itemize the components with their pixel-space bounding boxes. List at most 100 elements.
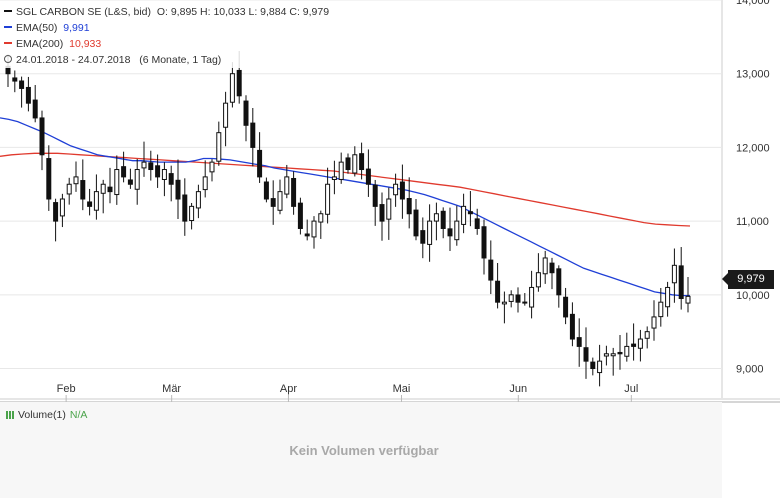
candle-body <box>597 360 603 374</box>
candle-body <box>365 168 371 185</box>
candle-body <box>148 162 154 171</box>
candle-body <box>161 169 167 180</box>
candle-body <box>250 122 256 148</box>
chart-legend: SGL CARBON SE (L&S, bid) O: 9,895 H: 10,… <box>4 4 330 68</box>
candle-body <box>311 220 317 238</box>
candle-body <box>121 166 127 178</box>
candle-body <box>25 86 31 104</box>
x-tick-label: Jun <box>509 383 527 395</box>
candle-body <box>32 99 38 119</box>
candle-body <box>563 296 569 318</box>
candle-body <box>59 198 65 217</box>
candle-body <box>277 191 283 211</box>
candle-body <box>495 280 501 303</box>
y-tick-label: 10,000 <box>736 290 770 302</box>
candle-body <box>413 209 419 237</box>
candle-body <box>386 198 392 220</box>
legend-range: 24.01.2018 - 24.07.2018 (6 Monate, 1 Tag… <box>4 52 329 68</box>
candle-body <box>359 153 365 171</box>
x-axis-labels: Feb Mär Apr Mai Jun Jul <box>57 383 639 395</box>
candle-body <box>107 186 113 193</box>
candle-body <box>671 264 677 284</box>
x-tick-label: Jul <box>624 383 638 395</box>
candles-layer <box>5 50 691 387</box>
y-tick-label: 13,000 <box>736 69 770 81</box>
instrument-title: SGL CARBON SE (L&S, bid) <box>16 6 151 18</box>
candle-body <box>651 316 657 329</box>
y-tick-label: 9,000 <box>736 364 764 376</box>
candle-body <box>202 176 208 191</box>
candle-body <box>522 301 528 304</box>
candle-body <box>665 286 671 308</box>
candle-body <box>644 331 650 339</box>
x-tick-label: Feb <box>57 383 76 395</box>
candle-body <box>338 161 344 180</box>
y-tick-label: 11,000 <box>736 216 769 228</box>
candle-body <box>583 347 589 362</box>
candle-body <box>529 286 535 308</box>
candle-body <box>542 257 548 275</box>
legend-ema200[interactable]: EMA(200) 10,933 <box>4 36 329 52</box>
ema50-line <box>0 117 691 297</box>
candle-body <box>209 161 215 173</box>
candle-body <box>223 102 229 128</box>
candle-body <box>216 132 222 162</box>
candle-body <box>297 202 303 229</box>
candle-body <box>304 233 310 237</box>
candle-body <box>175 179 181 200</box>
volume-label: Volume(1) <box>18 409 66 421</box>
candle-body <box>610 353 616 357</box>
candle-body <box>93 191 99 211</box>
candle-body <box>100 183 106 194</box>
volume-legend[interactable]: Volume(1) N/A <box>6 409 87 421</box>
candle-body <box>352 154 358 174</box>
candle-body <box>508 294 514 302</box>
candle-body <box>467 211 473 215</box>
candle-body <box>461 205 467 225</box>
ema200-line <box>0 152 691 227</box>
ema50-swatch-icon <box>4 26 12 29</box>
y-axis-labels: 9,000 10,000 11,000 12,000 13,000 14,000 <box>736 0 770 376</box>
ema50-label: EMA(50) <box>16 22 58 34</box>
y-tick-label: 12,000 <box>736 142 770 154</box>
candle-body <box>440 210 446 229</box>
candle-body <box>393 183 399 196</box>
legend-ema50[interactable]: EMA(50) 9,991 <box>4 20 329 36</box>
candle-body <box>80 180 86 200</box>
volume-value: N/A <box>69 409 88 421</box>
date-range: 24.01.2018 - 24.07.2018 <box>16 54 131 66</box>
volume-panel <box>0 402 722 498</box>
candle-body <box>114 169 120 196</box>
candle-body <box>556 268 562 296</box>
candle-body <box>481 226 487 259</box>
candle-body <box>617 351 623 355</box>
candle-body <box>427 220 433 245</box>
volume-bars-icon <box>6 411 14 420</box>
x-tick-label: Apr <box>280 383 297 395</box>
candle-body <box>325 183 331 215</box>
candle-body <box>189 205 195 222</box>
candle-body <box>284 176 290 195</box>
candle-body <box>318 213 324 223</box>
candle-body <box>53 202 59 222</box>
candle-body <box>624 345 630 357</box>
candle-body <box>141 161 147 169</box>
candle-body <box>372 184 378 207</box>
candle-body <box>134 169 140 190</box>
candle-body <box>229 73 235 103</box>
candle-body <box>569 313 575 340</box>
candle-body <box>19 80 25 89</box>
candle-body <box>685 295 691 304</box>
candle-body <box>678 265 684 299</box>
candle-body <box>576 337 582 347</box>
candle-body <box>331 176 337 181</box>
ohlc-readout: O: 9,895 H: 10,033 L: 9,884 C: 9,979 <box>156 6 330 18</box>
candle-body <box>46 158 52 200</box>
ema50-layer <box>0 117 691 297</box>
candle-body <box>515 294 521 303</box>
ema200-value: 10,933 <box>69 38 102 50</box>
candle-body <box>73 176 79 185</box>
candle-body <box>236 69 242 97</box>
y-tick-label: 14,000 <box>736 0 770 7</box>
